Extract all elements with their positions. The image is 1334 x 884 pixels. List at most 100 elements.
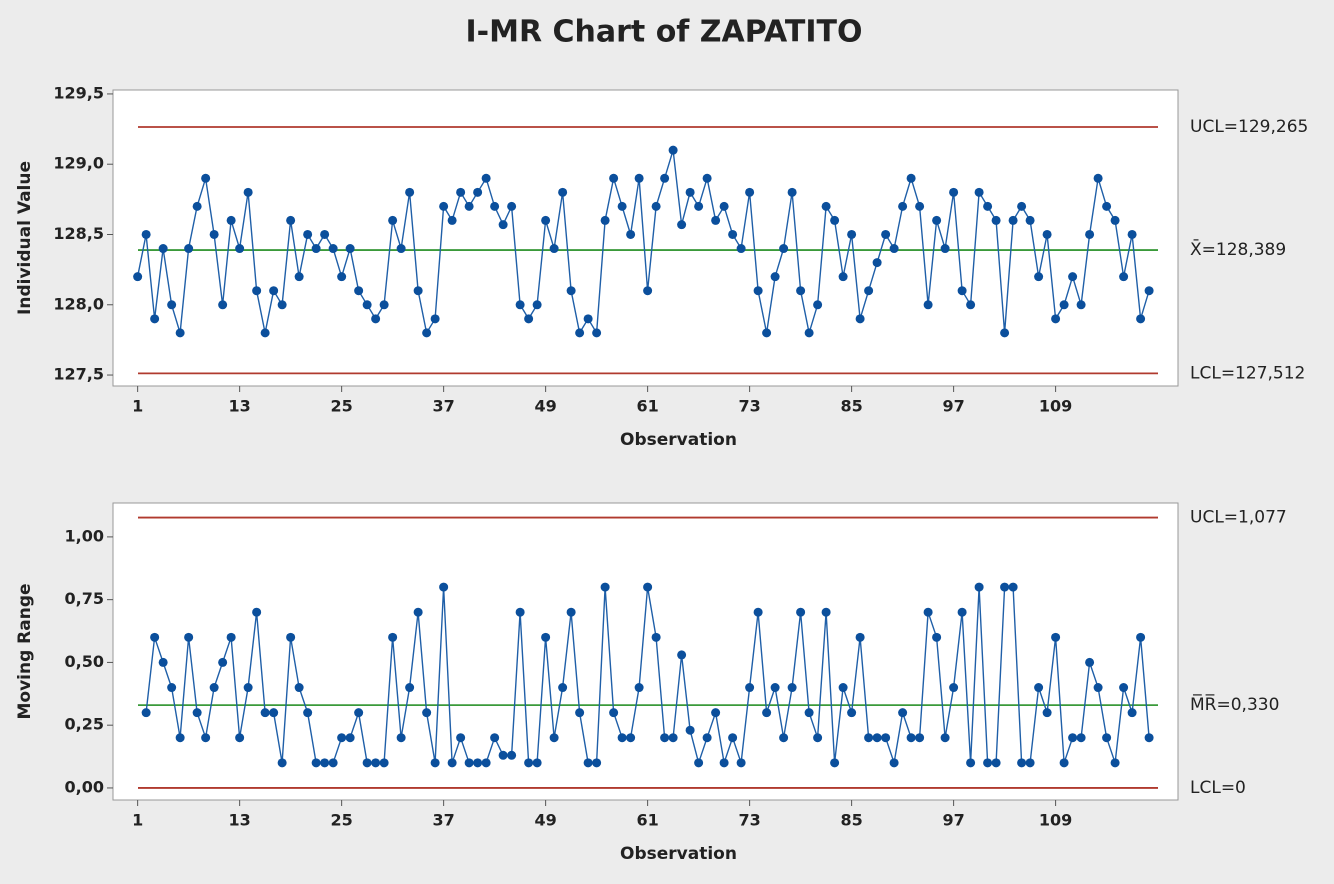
data-point: [787, 187, 797, 197]
y-tick-label: 129,5: [53, 83, 104, 102]
data-point: [626, 229, 636, 239]
data-point: [1068, 272, 1078, 282]
data-point: [167, 683, 177, 693]
data-point: [906, 733, 916, 743]
data-point: [396, 244, 406, 254]
y-axis-label: Moving Range: [15, 583, 35, 719]
control-limit-label: X̄=128,389: [1190, 238, 1286, 260]
data-point: [940, 244, 950, 254]
data-point: [889, 758, 899, 768]
y-axis-label: Individual Value: [15, 161, 35, 315]
data-point: [770, 272, 780, 282]
data-point: [320, 229, 330, 239]
data-point: [286, 632, 296, 642]
data-point: [532, 300, 542, 310]
data-point: [915, 733, 925, 743]
data-point: [668, 145, 678, 155]
data-point: [796, 286, 806, 296]
data-point: [294, 272, 304, 282]
data-point: [405, 683, 415, 693]
data-point: [966, 300, 976, 310]
data-point: [277, 300, 287, 310]
data-point: [201, 173, 211, 183]
data-point: [728, 229, 738, 239]
data-point: [456, 733, 466, 743]
data-point: [949, 187, 959, 197]
x-tick-label: 85: [840, 811, 862, 830]
data-point: [855, 314, 865, 324]
data-point: [694, 758, 704, 768]
data-point: [864, 733, 874, 743]
data-point: [524, 314, 534, 324]
data-point: [141, 229, 151, 239]
data-point: [1119, 272, 1129, 282]
data-point: [558, 187, 568, 197]
data-point: [745, 187, 755, 197]
data-point: [949, 683, 959, 693]
data-point: [830, 215, 840, 225]
data-point: [1144, 733, 1154, 743]
data-point: [235, 733, 245, 743]
data-point: [464, 758, 474, 768]
data-point: [753, 286, 763, 296]
data-point: [906, 173, 916, 183]
data-point: [609, 708, 619, 718]
x-tick-label: 1: [132, 397, 143, 416]
data-point: [787, 683, 797, 693]
data-point: [549, 733, 559, 743]
data-point: [855, 632, 865, 642]
data-point: [583, 758, 593, 768]
data-point: [524, 758, 534, 768]
data-point: [617, 201, 627, 211]
control-limit-label: UCL=129,265: [1190, 117, 1308, 137]
data-point: [617, 733, 627, 743]
data-point: [1068, 733, 1078, 743]
data-point: [898, 708, 908, 718]
y-tick-label: 129,0: [53, 154, 104, 173]
data-point: [1110, 758, 1120, 768]
data-point: [498, 750, 508, 760]
data-point: [770, 683, 780, 693]
data-point: [762, 328, 772, 338]
data-point: [1017, 758, 1027, 768]
y-tick-label: 128,0: [53, 294, 104, 313]
data-point: [337, 733, 347, 743]
data-point: [932, 215, 942, 225]
data-point: [405, 187, 415, 197]
data-point: [1025, 758, 1035, 768]
data-point: [328, 758, 338, 768]
x-tick-label: 109: [1039, 397, 1072, 416]
data-point: [328, 244, 338, 254]
data-point: [1110, 215, 1120, 225]
control-limit-label: M̅R̅=0,330: [1190, 693, 1279, 715]
data-point: [150, 314, 160, 324]
data-point: [838, 272, 848, 282]
x-tick-label: 61: [636, 397, 658, 416]
data-point: [634, 173, 644, 183]
data-point: [804, 708, 814, 718]
data-point: [838, 683, 848, 693]
data-point: [175, 733, 185, 743]
data-point: [940, 733, 950, 743]
data-point: [711, 708, 721, 718]
data-point: [141, 708, 151, 718]
data-point: [711, 215, 721, 225]
data-point: [1102, 201, 1112, 211]
data-point: [983, 201, 993, 211]
data-point: [634, 683, 644, 693]
data-point: [677, 220, 687, 230]
data-point: [439, 582, 449, 592]
data-point: [779, 244, 789, 254]
data-point: [728, 733, 738, 743]
data-point: [269, 286, 279, 296]
data-point: [796, 607, 806, 617]
data-point: [158, 657, 168, 667]
data-point: [1127, 708, 1137, 718]
data-point: [252, 286, 262, 296]
y-tick-label: 0,00: [65, 777, 104, 796]
data-point: [464, 201, 474, 211]
data-point: [235, 244, 245, 254]
data-point: [507, 750, 517, 760]
x-tick-label: 109: [1039, 811, 1072, 830]
data-point: [813, 733, 823, 743]
